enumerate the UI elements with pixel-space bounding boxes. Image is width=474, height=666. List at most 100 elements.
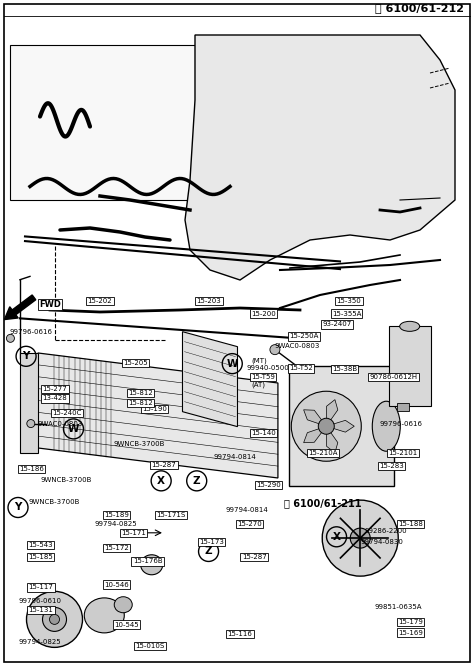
Text: 99794-0814: 99794-0814 (213, 454, 256, 460)
Bar (289, 366, 394, 486)
Text: 99794-0830: 99794-0830 (360, 539, 403, 545)
Text: 15-116: 15-116 (228, 631, 252, 637)
Polygon shape (326, 420, 354, 432)
Text: 10-545: 10-545 (114, 621, 138, 628)
Bar (20, 353, 38, 453)
Circle shape (270, 344, 280, 355)
Text: 15-T59: 15-T59 (251, 374, 275, 380)
Circle shape (27, 591, 82, 647)
Text: 15-210A: 15-210A (308, 450, 337, 456)
Text: 15-189: 15-189 (104, 511, 129, 518)
Text: X: X (157, 476, 165, 486)
Text: 15-203: 15-203 (197, 298, 221, 304)
Text: X: X (333, 531, 340, 542)
Bar (389, 326, 431, 406)
Text: 15-283: 15-283 (379, 463, 404, 470)
Text: 15-812: 15-812 (128, 400, 153, 406)
Circle shape (322, 500, 398, 576)
Text: 99796-0616: 99796-0616 (379, 420, 422, 427)
Text: 15-179: 15-179 (398, 619, 423, 625)
Text: 99796-0616: 99796-0616 (9, 328, 53, 335)
Text: 15-171: 15-171 (121, 529, 146, 536)
Polygon shape (182, 332, 237, 427)
Text: 15-T52: 15-T52 (289, 365, 313, 372)
Ellipse shape (114, 597, 132, 613)
Text: FWD: FWD (39, 300, 61, 309)
Polygon shape (304, 410, 326, 426)
Ellipse shape (372, 401, 400, 452)
Ellipse shape (84, 598, 124, 633)
Text: 15-287: 15-287 (152, 462, 176, 468)
Text: 15-186: 15-186 (19, 466, 44, 472)
Text: 15-202: 15-202 (88, 298, 112, 304)
Text: 10-546: 10-546 (104, 581, 129, 588)
Text: Z: Z (205, 546, 212, 557)
Text: (MT): (MT) (251, 357, 267, 364)
Text: 15-2101: 15-2101 (389, 450, 418, 456)
Text: 93-2407: 93-2407 (322, 321, 352, 328)
Polygon shape (326, 426, 338, 453)
Text: 15-173: 15-173 (199, 539, 224, 545)
Text: 9WAC0-0803: 9WAC0-0803 (38, 420, 83, 427)
Polygon shape (326, 400, 338, 426)
Text: 15-172: 15-172 (104, 545, 129, 551)
Text: 15-277: 15-277 (43, 386, 67, 392)
Text: 15-38B: 15-38B (332, 366, 357, 372)
Text: 15-169: 15-169 (398, 629, 423, 636)
Text: 99796-0610: 99796-0610 (19, 597, 62, 604)
Text: 15-205: 15-205 (123, 360, 148, 366)
Text: Y: Y (22, 351, 30, 362)
Text: 15-176B: 15-176B (133, 558, 162, 565)
Text: 90786-0612H: 90786-0612H (370, 374, 418, 380)
Text: 15-188: 15-188 (398, 521, 423, 527)
Text: 99940-0500: 99940-0500 (246, 365, 289, 372)
Text: 9WNCB-3700B: 9WNCB-3700B (28, 499, 80, 505)
Text: 15-287: 15-287 (242, 553, 266, 560)
Text: 15-200: 15-200 (251, 310, 276, 317)
Circle shape (49, 614, 60, 625)
Text: Y: Y (14, 502, 22, 513)
Text: 99286-2200: 99286-2200 (365, 527, 408, 534)
Text: 9WAC0-0803: 9WAC0-0803 (275, 342, 320, 349)
Text: 15-140: 15-140 (251, 430, 276, 436)
Circle shape (350, 528, 370, 548)
Text: 99794-0825: 99794-0825 (95, 521, 137, 527)
Circle shape (43, 607, 66, 631)
Text: 15-350: 15-350 (337, 298, 361, 304)
Polygon shape (185, 35, 455, 280)
Circle shape (318, 418, 334, 434)
Text: 15-131: 15-131 (28, 607, 53, 613)
Text: Z: Z (193, 476, 201, 486)
Text: 15-010S: 15-010S (135, 643, 164, 649)
Circle shape (7, 334, 14, 342)
Text: 15-812: 15-812 (128, 390, 153, 396)
Text: 99794-0825: 99794-0825 (19, 639, 62, 645)
Text: 99794-0814: 99794-0814 (225, 507, 268, 513)
Text: 9WNCB-3700B: 9WNCB-3700B (114, 440, 165, 447)
Text: 15-240C: 15-240C (52, 410, 82, 416)
Polygon shape (38, 353, 278, 478)
Text: 15-290: 15-290 (256, 482, 281, 488)
FancyArrow shape (4, 295, 36, 320)
Circle shape (27, 420, 35, 428)
Text: ➿ 6100/61-211: ➿ 6100/61-211 (284, 498, 362, 508)
Text: 15-270: 15-270 (237, 521, 262, 527)
Text: 9WNCB-3700B: 9WNCB-3700B (40, 476, 91, 483)
Text: (AT): (AT) (251, 382, 265, 388)
Text: W: W (68, 424, 79, 434)
Bar (397, 404, 409, 412)
Text: 15-171S: 15-171S (156, 511, 186, 518)
Text: W: W (227, 358, 238, 369)
Text: 15-543: 15-543 (28, 541, 53, 548)
Polygon shape (304, 426, 326, 443)
Text: 15-185: 15-185 (28, 553, 53, 560)
Text: 15-355A: 15-355A (332, 310, 361, 317)
Text: 99851-0635A: 99851-0635A (374, 604, 422, 611)
Text: 15-190: 15-190 (142, 406, 167, 412)
Text: ➿ 6100/61-212: ➿ 6100/61-212 (375, 3, 464, 13)
Text: 15-250A: 15-250A (289, 333, 319, 340)
Text: 13-428: 13-428 (43, 395, 67, 402)
Ellipse shape (141, 555, 163, 575)
Bar (10, 45, 195, 200)
Text: 15-117: 15-117 (28, 584, 53, 591)
